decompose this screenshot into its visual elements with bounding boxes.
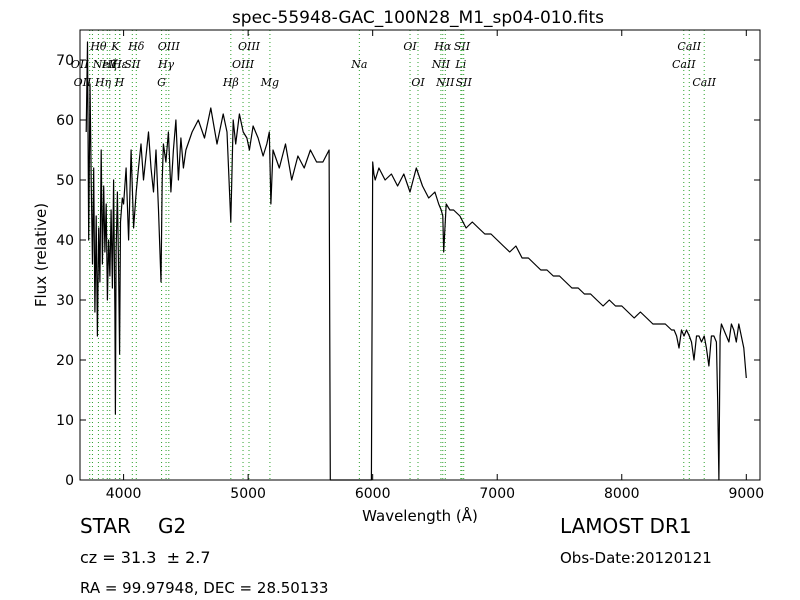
y-tick-label: 40 (56, 233, 74, 249)
x-tick-label: 5000 (230, 486, 266, 502)
line-label: H (114, 76, 125, 89)
line-label: Hζ (101, 58, 119, 71)
plot-frame (79, 29, 761, 481)
line-label: Na (350, 58, 367, 71)
line-label: OI (411, 76, 425, 89)
chart-title: spec-55948-GAC_100N28_M1_sp04-010.fits (232, 8, 604, 28)
x-axis-label: Wavelength (Å) (362, 506, 478, 525)
line-label: OI (403, 40, 417, 53)
y-tick-label: 50 (56, 173, 74, 189)
y-tick-label: 0 (65, 473, 74, 489)
line-label: Hε (111, 58, 128, 71)
line-label: NeIII (92, 58, 123, 71)
x-tick-label: 6000 (355, 486, 391, 502)
line-label: G (157, 76, 166, 89)
x-tick-label: 9000 (728, 486, 764, 502)
line-label: OIII (238, 40, 261, 53)
spectrum-series (85, 41, 747, 481)
redshift-value: cz = 31.3 ± 2.7 (80, 548, 211, 567)
line-label: OIII (158, 40, 181, 53)
y-axis-label: Flux (relative) (32, 203, 50, 307)
y-tick-label: 30 (56, 293, 74, 309)
line-label: OII (74, 76, 92, 89)
x-tick-label: 8000 (604, 486, 640, 502)
line-label: OIII (232, 58, 255, 71)
x-tick-label: 4000 (106, 486, 142, 502)
line-label: Hδ (127, 40, 145, 53)
y-axis-ticks: 0 10 20 30 40 50 60 70 (56, 53, 760, 489)
line-label: SII (454, 40, 471, 53)
x-axis-ticks: 4000 5000 6000 7000 8000 9000 (106, 30, 764, 502)
line-label: SII (456, 76, 473, 89)
x-tick-label: 7000 (479, 486, 515, 502)
line-label: SII (124, 58, 141, 71)
line-label: Hγ (157, 58, 175, 71)
line-label: Mg (260, 76, 279, 89)
y-tick-label: 60 (56, 113, 74, 129)
line-label: Hα (433, 40, 452, 53)
y-tick-label: 20 (56, 353, 74, 369)
object-class: STAR (80, 514, 131, 538)
observation-date: Obs-Date:20120121 (560, 549, 712, 567)
line-label: K (110, 40, 120, 53)
line-label: Hη (94, 76, 112, 89)
line-label: CaII (677, 40, 701, 53)
line-label: NII (431, 58, 451, 71)
survey-name: LAMOST DR1 (560, 514, 692, 538)
line-label: NII (435, 76, 455, 89)
line-label: Hθ (89, 40, 107, 53)
line-label: CaII (672, 58, 696, 71)
line-label: CaII (692, 76, 716, 89)
object-subclass: G2 (158, 514, 187, 538)
spectrum-line (85, 41, 747, 481)
line-label: Hβ (222, 76, 239, 89)
y-tick-label: 10 (56, 413, 74, 429)
coordinates: RA = 99.97948, DEC = 28.50133 (80, 579, 329, 597)
emission-line-markers: OIIOIIHθHηNeIIIHζKHHεSIIHδGHγOIIIHβOIIIO… (71, 30, 717, 480)
y-tick-label: 70 (56, 53, 74, 69)
line-label: Li (454, 58, 466, 71)
